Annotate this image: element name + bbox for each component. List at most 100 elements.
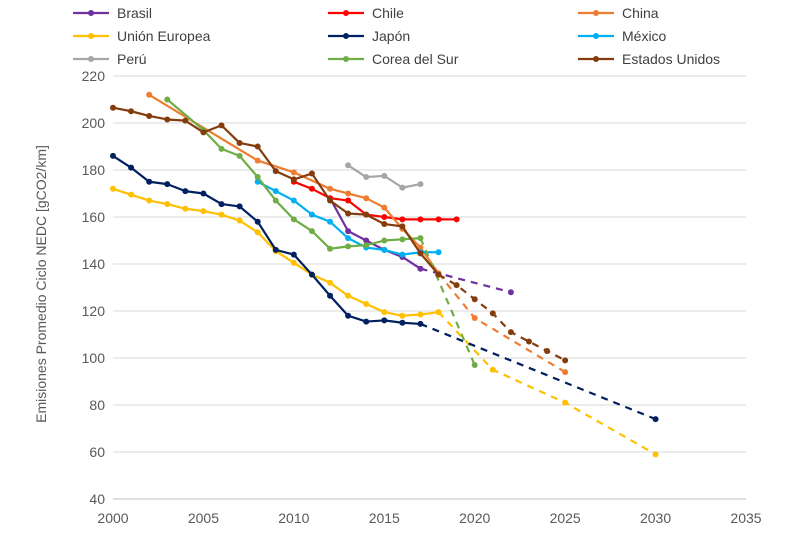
data-point xyxy=(399,184,406,191)
data-point xyxy=(345,162,352,169)
data-point xyxy=(345,190,352,197)
legend-label: Unión Europea xyxy=(117,28,211,44)
data-point xyxy=(308,228,315,235)
data-point xyxy=(290,169,297,176)
projection-point xyxy=(471,362,478,369)
x-tick-label: 2005 xyxy=(188,510,219,526)
data-point xyxy=(236,217,243,224)
y-tick-label: 180 xyxy=(82,162,106,178)
series-4 xyxy=(110,152,659,423)
data-point xyxy=(381,237,388,244)
data-point xyxy=(182,117,189,124)
data-point xyxy=(417,265,424,272)
series-projection-line xyxy=(419,237,476,366)
data-point xyxy=(435,216,442,223)
legend-item: Perú xyxy=(73,51,147,67)
data-point xyxy=(327,279,334,286)
series-2 xyxy=(146,91,569,376)
data-point xyxy=(363,211,370,218)
series-projection-line xyxy=(437,273,566,362)
legend-label: China xyxy=(622,5,659,21)
y-tick-label: 160 xyxy=(82,209,106,225)
data-point xyxy=(146,91,153,98)
data-point xyxy=(327,185,334,192)
legend-label: Corea del Sur xyxy=(372,51,459,67)
y-tick-label: 140 xyxy=(82,256,106,272)
projection-point xyxy=(507,329,514,336)
legend-label: Estados Unidos xyxy=(622,51,720,67)
data-point xyxy=(435,271,442,278)
series-7 xyxy=(164,96,478,369)
projection-point xyxy=(562,399,569,406)
legend-item: Corea del Sur xyxy=(328,51,459,67)
legend-swatch-marker xyxy=(88,56,94,62)
axes: 40 60 80 100 120 140 160 180 200 220 2000 2005 2010 2… xyxy=(82,68,762,526)
legend-swatch-marker xyxy=(343,33,349,39)
data-point xyxy=(146,178,153,185)
legend-label: Perú xyxy=(117,51,147,67)
data-point xyxy=(164,181,171,188)
x-tick-label: 2020 xyxy=(459,510,490,526)
data-point xyxy=(399,312,406,319)
y-tick-label: 220 xyxy=(82,68,106,84)
data-point xyxy=(417,250,424,257)
data-point xyxy=(218,211,225,218)
data-point xyxy=(363,195,370,202)
data-point xyxy=(254,218,261,225)
data-point xyxy=(290,216,297,223)
data-point xyxy=(308,271,315,278)
data-point xyxy=(182,205,189,212)
legend-item: China xyxy=(578,5,659,21)
projection-point xyxy=(525,338,532,345)
data-point xyxy=(110,185,116,192)
data-point xyxy=(327,292,334,299)
projection-point xyxy=(652,451,659,458)
data-point xyxy=(182,188,189,195)
data-point xyxy=(399,251,406,258)
data-point xyxy=(200,208,207,215)
data-point xyxy=(345,243,352,250)
data-point xyxy=(363,300,370,307)
data-point xyxy=(290,259,297,266)
data-point xyxy=(218,145,225,152)
data-point xyxy=(327,218,334,225)
data-point xyxy=(453,216,460,223)
data-point xyxy=(363,242,370,249)
data-point xyxy=(399,319,406,326)
data-point xyxy=(308,170,315,177)
legend-label: México xyxy=(622,28,667,44)
legend-item: México xyxy=(578,28,667,44)
data-point xyxy=(128,164,135,171)
series-line xyxy=(329,197,422,270)
legend-item: Chile xyxy=(328,5,404,21)
data-point xyxy=(417,216,424,223)
data-point xyxy=(417,311,424,318)
y-axis-title: Emisiones Promedio Ciclo NEDC [gCO2/km] xyxy=(33,145,49,423)
x-tick-label: 2030 xyxy=(640,510,671,526)
projection-point xyxy=(471,315,478,322)
data-point xyxy=(290,176,297,183)
legend-item: Japón xyxy=(328,28,410,44)
data-point xyxy=(381,317,388,324)
data-point xyxy=(164,116,171,123)
data-point xyxy=(381,204,388,211)
data-point xyxy=(254,143,261,150)
legend-label: Brasil xyxy=(117,5,152,21)
series-projection-line xyxy=(420,322,656,421)
series-projection-line xyxy=(420,267,512,294)
data-point xyxy=(290,251,297,258)
data-point xyxy=(327,197,334,204)
data-point xyxy=(128,191,135,198)
data-point xyxy=(381,214,388,220)
series-line xyxy=(166,98,421,250)
series-layer xyxy=(110,91,659,458)
data-point xyxy=(417,181,424,188)
data-point xyxy=(399,223,406,230)
y-tick-label: 40 xyxy=(89,491,105,507)
projection-point xyxy=(471,296,478,303)
data-point xyxy=(128,108,135,115)
series-5 xyxy=(254,178,442,258)
data-point xyxy=(146,112,153,119)
legend: Brasil Chile China Unión Europea Japón México… xyxy=(73,5,720,67)
